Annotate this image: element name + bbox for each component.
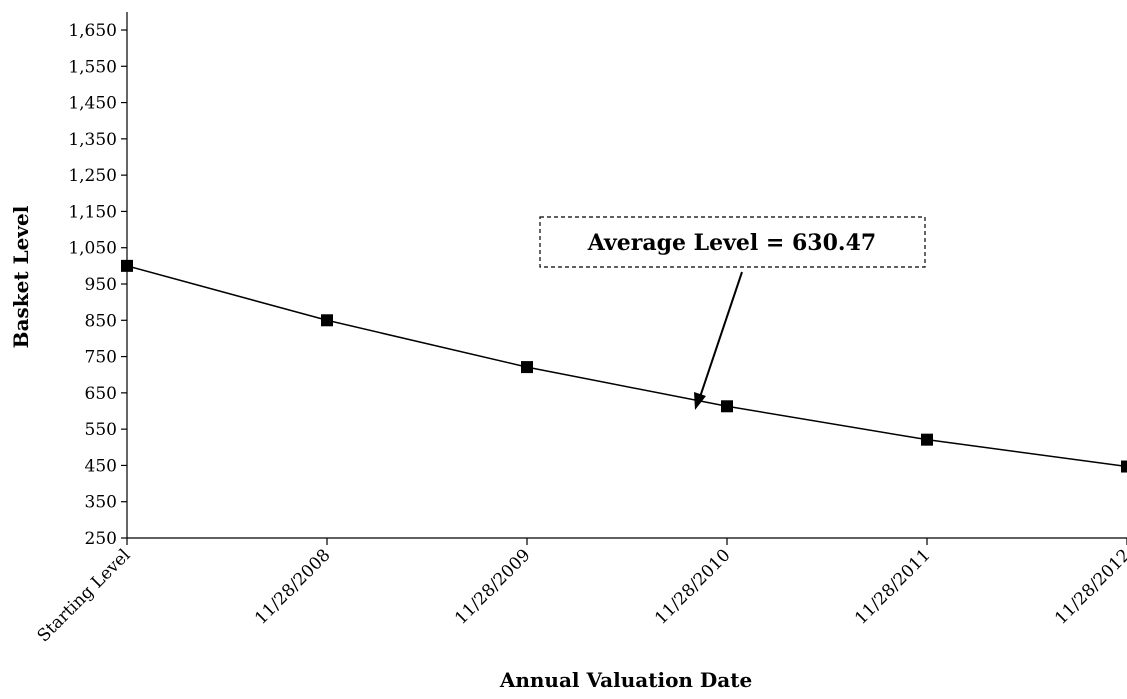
data-point-marker [721, 400, 733, 413]
point-markers [121, 259, 1127, 473]
x-axis-title: Annual Valuation Date [499, 668, 752, 692]
y-axis-title: Basket Level [9, 205, 33, 348]
y-tick-label: 1,450 [68, 94, 117, 114]
y-tick-label: 1,650 [68, 21, 117, 41]
annotation-arrow [699, 271, 743, 398]
x-tick-label: 11/28/2011 [851, 545, 934, 628]
x-tick-label: 11/28/2008 [251, 545, 334, 628]
x-tick-label: 11/28/2009 [451, 545, 534, 628]
y-tick-label: 1,250 [68, 166, 117, 186]
data-point-marker [521, 361, 533, 374]
y-tick-label: 1,550 [68, 57, 117, 77]
y-tick-label: 950 [85, 275, 117, 295]
annotation-arrowhead [694, 392, 706, 410]
y-tick-label: 250 [85, 529, 117, 549]
y-tick-label: 650 [85, 384, 117, 404]
annotation-text: Average Level = 630.47 [587, 230, 876, 256]
annotation-layer: Average Level = 630.47 [539, 216, 926, 410]
data-point-marker [921, 433, 933, 446]
y-tick-label: 550 [85, 420, 117, 440]
x-tick-label: Starting Level [34, 545, 135, 646]
data-point-marker [321, 314, 333, 327]
y-tick-label: 1,150 [68, 202, 117, 222]
tick-labels: 250 350 450 550 650 750 850 950 1,050 1,150 1,250 1… [34, 21, 1127, 646]
y-tick-label: 750 [85, 348, 117, 368]
series-line-layer [126, 265, 1127, 468]
axes [121, 12, 1127, 545]
data-point-marker [121, 259, 133, 272]
y-tick-label: 350 [85, 493, 117, 513]
y-tick-label: 450 [85, 456, 117, 476]
x-tick-label: 11/28/2012 [1051, 545, 1127, 628]
series-line [126, 265, 1127, 468]
y-tick-label: 1,350 [68, 130, 117, 150]
annotation-box [539, 216, 926, 268]
y-tick-label: 850 [85, 311, 117, 331]
data-point-marker [1121, 460, 1127, 473]
y-tick-label: 1,050 [68, 239, 117, 259]
x-tick-label: 11/28/2010 [651, 545, 734, 628]
